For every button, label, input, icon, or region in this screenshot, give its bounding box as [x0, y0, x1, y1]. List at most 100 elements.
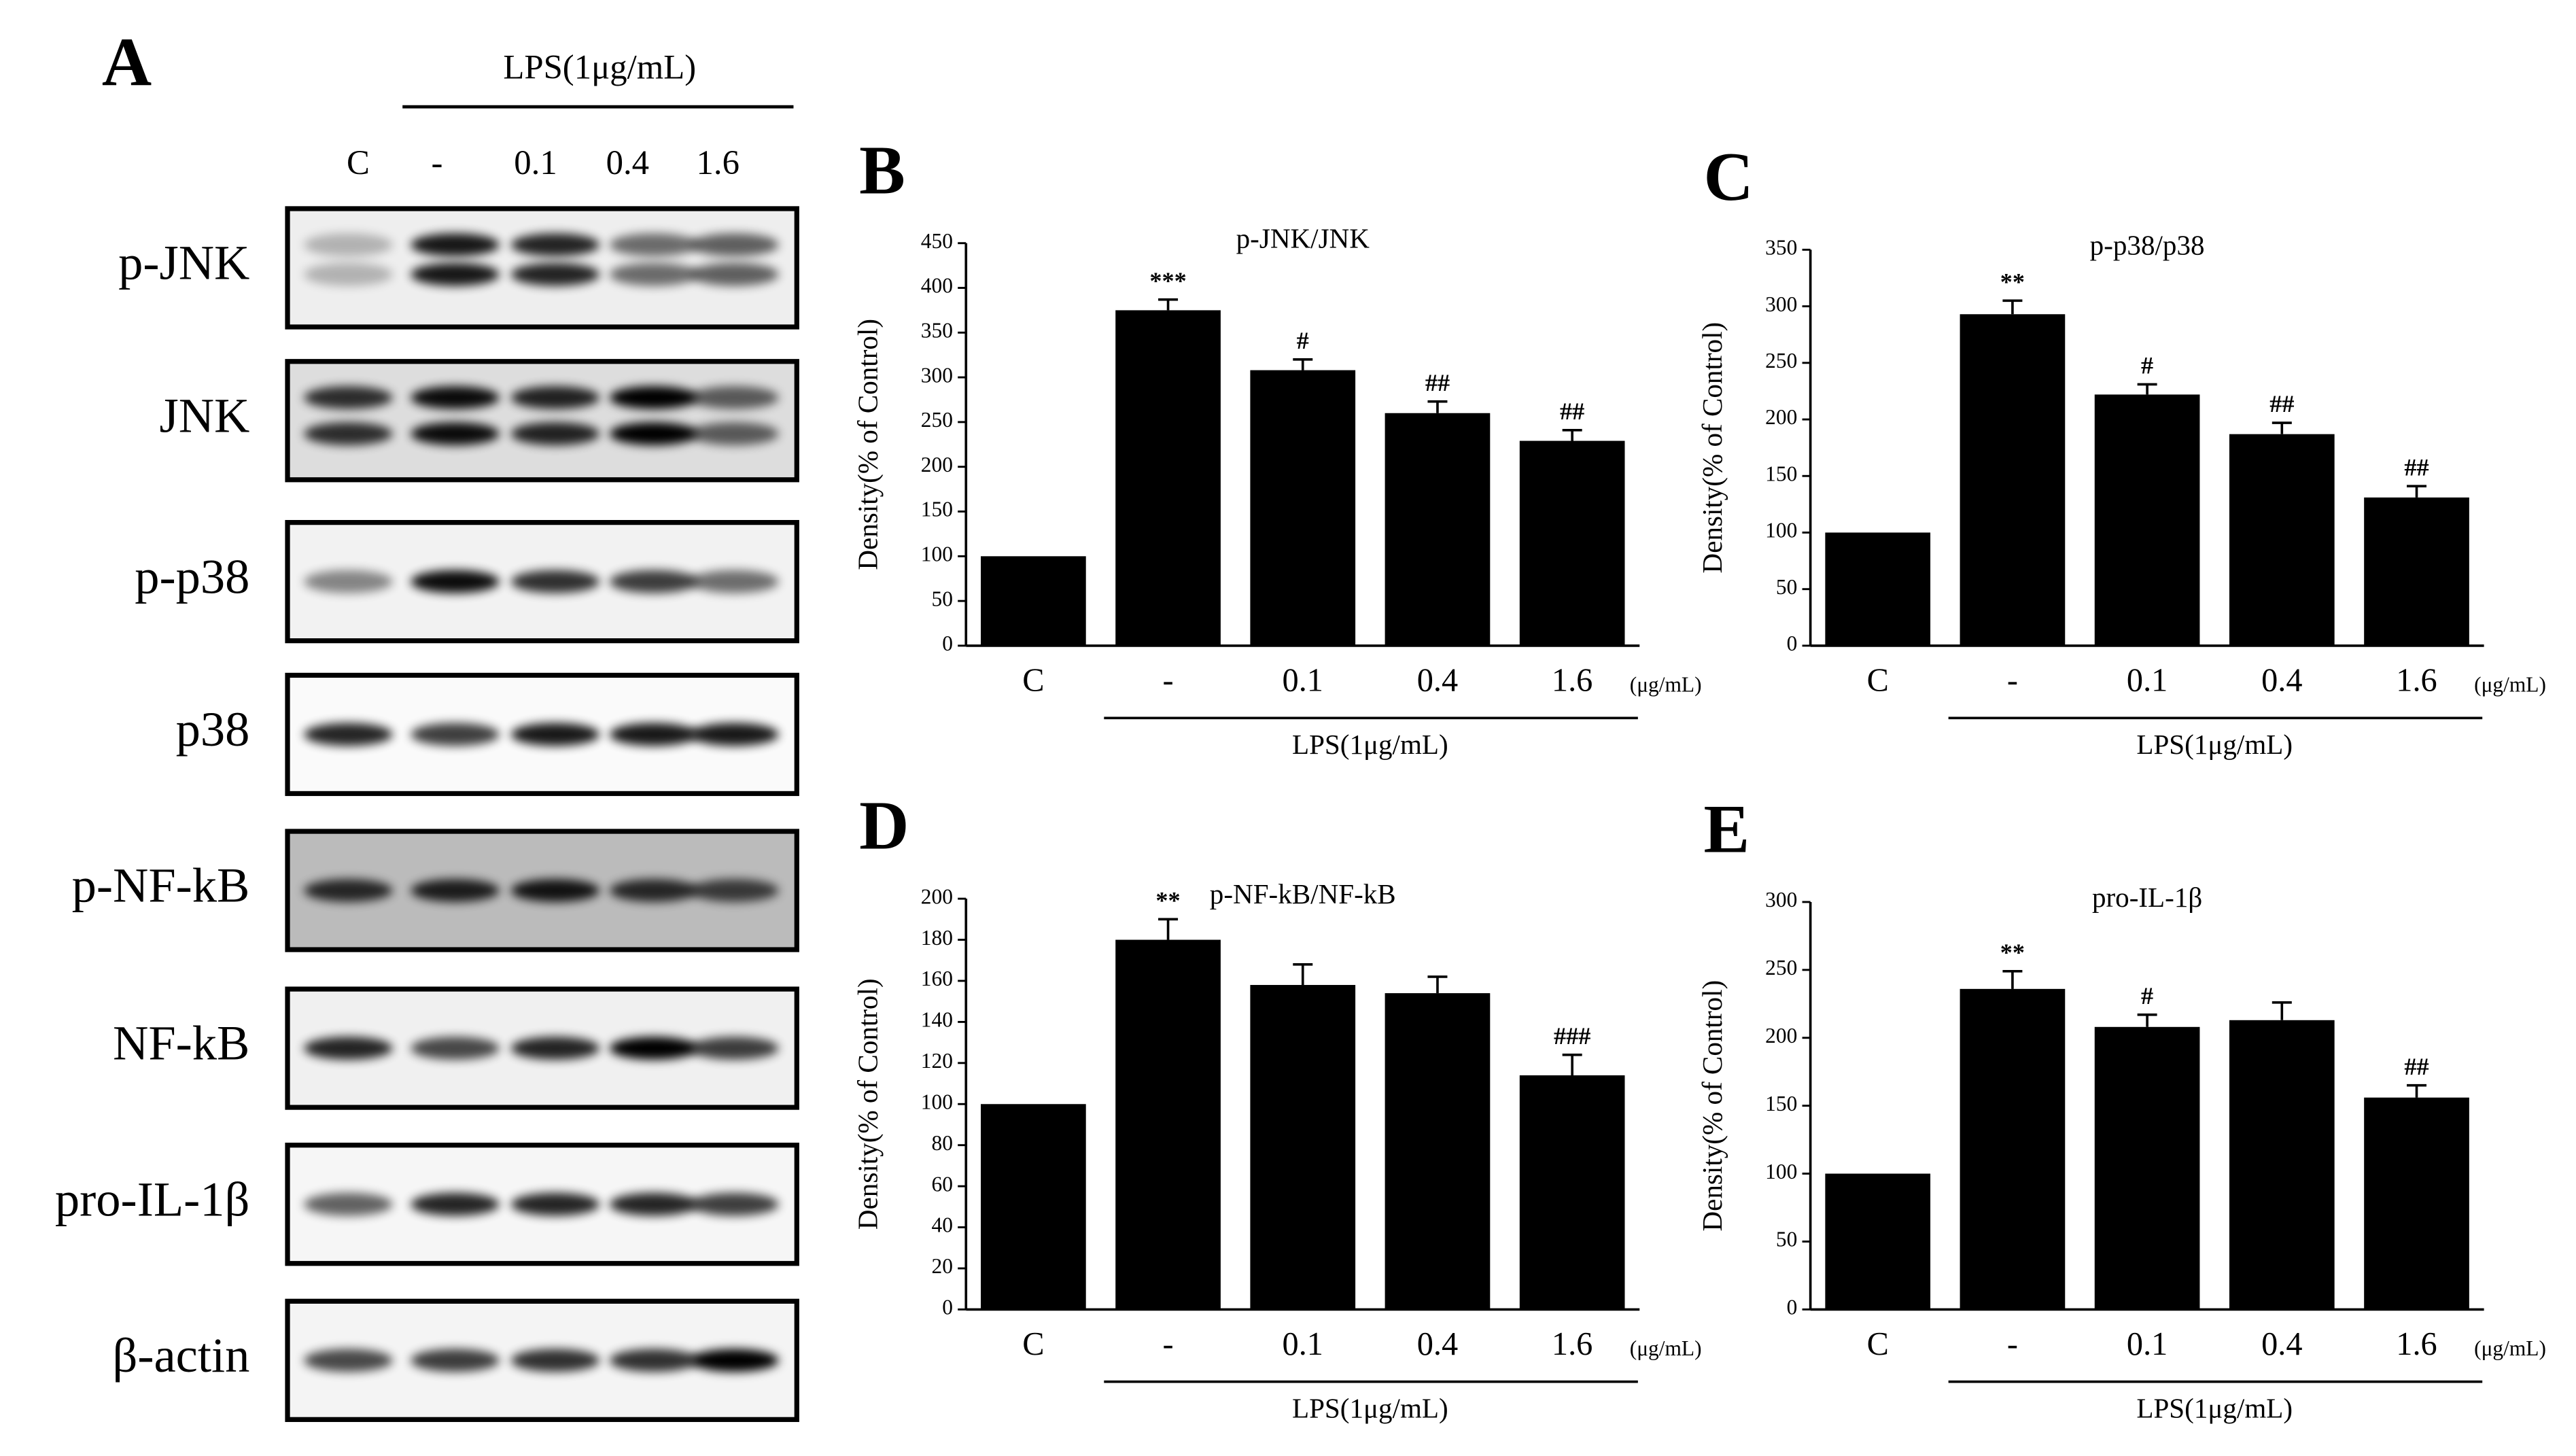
- band: [304, 386, 393, 409]
- significance-label: ##: [2269, 390, 2294, 417]
- significance-label: ##: [1425, 369, 1450, 396]
- band: [690, 879, 779, 902]
- y-tick-label: 40: [932, 1213, 953, 1237]
- band: [411, 570, 500, 593]
- y-axis-label: Density(% of Control): [852, 319, 884, 570]
- chart-title: pro-IL-1β: [2092, 882, 2202, 913]
- y-tick-label: 300: [1765, 888, 1797, 912]
- band: [609, 1349, 699, 1372]
- bar: [1250, 985, 1356, 1310]
- bar: [1519, 1075, 1625, 1310]
- error-bar: [2002, 299, 2023, 315]
- x-tick-label: -: [2007, 1326, 2018, 1362]
- significance-label: **: [2000, 939, 2025, 966]
- y-tick-label: 100: [1765, 519, 1797, 542]
- band: [411, 1349, 500, 1372]
- x-tick-label: 1.6: [1552, 663, 1592, 699]
- band: [690, 570, 779, 593]
- x-tick-label: 0.4: [2261, 663, 2302, 699]
- group-label: LPS(1μg/mL): [2136, 729, 2293, 760]
- error-bar: [1158, 918, 1179, 940]
- significance-label: ##: [2404, 1053, 2429, 1080]
- band: [609, 723, 699, 746]
- bar: [1250, 370, 1356, 646]
- row-label: pro-IL-1β: [55, 1171, 250, 1226]
- bar: [1115, 310, 1221, 646]
- lane-label: C: [347, 143, 370, 181]
- x-tick-label: -: [2007, 663, 2018, 699]
- row-label: NF-kB: [113, 1016, 249, 1071]
- panel-label: A: [102, 24, 152, 100]
- band: [609, 233, 699, 257]
- band: [411, 723, 500, 746]
- band: [510, 422, 600, 446]
- row-label: p-p38: [135, 549, 249, 604]
- band: [411, 386, 500, 409]
- x-tick-label: -: [1163, 663, 1174, 699]
- band: [510, 723, 600, 746]
- band: [411, 422, 500, 446]
- error-bar: [2137, 1013, 2157, 1027]
- significance-label: #: [2141, 982, 2153, 1009]
- band: [411, 879, 500, 902]
- band: [411, 233, 500, 257]
- y-tick-label: 50: [1776, 575, 1797, 599]
- y-tick-label: 350: [1765, 236, 1797, 260]
- bar: [2364, 497, 2469, 646]
- bar: [2364, 1097, 2469, 1310]
- bar: [1385, 993, 1491, 1310]
- band: [690, 723, 779, 746]
- x-tick-label: C: [1022, 1326, 1044, 1362]
- error-bar: [2137, 383, 2157, 395]
- bar: [981, 556, 1086, 646]
- lane-label: -: [432, 143, 443, 181]
- x-tick-label: C: [1022, 663, 1044, 699]
- x-tick-label: C: [1867, 663, 1889, 699]
- x-tick-label: -: [1163, 1326, 1174, 1362]
- y-tick-label: 450: [921, 229, 953, 253]
- panel-label: E: [1704, 791, 1750, 867]
- y-tick-label: 250: [1765, 349, 1797, 372]
- panel-label: D: [859, 788, 909, 864]
- band: [304, 262, 393, 286]
- bar: [981, 1104, 1086, 1310]
- x-tick-label: 0.1: [1283, 1326, 1323, 1362]
- y-tick-label: 20: [932, 1254, 953, 1278]
- error-bar: [2272, 421, 2292, 434]
- band: [304, 1349, 393, 1372]
- bar: [2094, 1026, 2200, 1310]
- y-tick-label: 80: [932, 1131, 953, 1155]
- y-tick-label: 160: [921, 967, 953, 990]
- unit-label: (μg/mL): [1630, 1336, 1702, 1360]
- x-tick-label: 0.1: [2127, 663, 2168, 699]
- band: [304, 1037, 393, 1060]
- error-bar: [1427, 975, 1448, 994]
- y-tick-label: 200: [921, 453, 953, 476]
- lane-label: 1.6: [697, 143, 739, 181]
- bar: [1825, 1173, 1931, 1310]
- band: [510, 1349, 600, 1372]
- y-tick-label: 150: [921, 498, 953, 521]
- unit-label: (μg/mL): [2474, 673, 2546, 697]
- band: [609, 1192, 699, 1216]
- band: [510, 233, 600, 257]
- band: [690, 422, 779, 446]
- row-label: p-NF-kB: [72, 858, 250, 913]
- chart-title: p-p38/p38: [2090, 229, 2205, 260]
- band: [609, 879, 699, 902]
- significance-label: **: [2000, 268, 2025, 295]
- row-label: p38: [176, 701, 250, 757]
- x-tick-label: 0.1: [2127, 1326, 2168, 1362]
- x-tick-label: C: [1867, 1326, 1889, 1362]
- group-label: LPS(1μg/mL): [2136, 1393, 2293, 1424]
- error-bar: [1562, 428, 1582, 441]
- bar: [2229, 434, 2335, 646]
- bar: [1960, 314, 2066, 646]
- row-label: p-JNK: [118, 235, 249, 290]
- error-bar: [1427, 400, 1448, 413]
- chart-title: p-JNK/JNK: [1236, 223, 1370, 254]
- y-tick-label: 250: [921, 408, 953, 432]
- band: [609, 262, 699, 286]
- band: [609, 1037, 699, 1060]
